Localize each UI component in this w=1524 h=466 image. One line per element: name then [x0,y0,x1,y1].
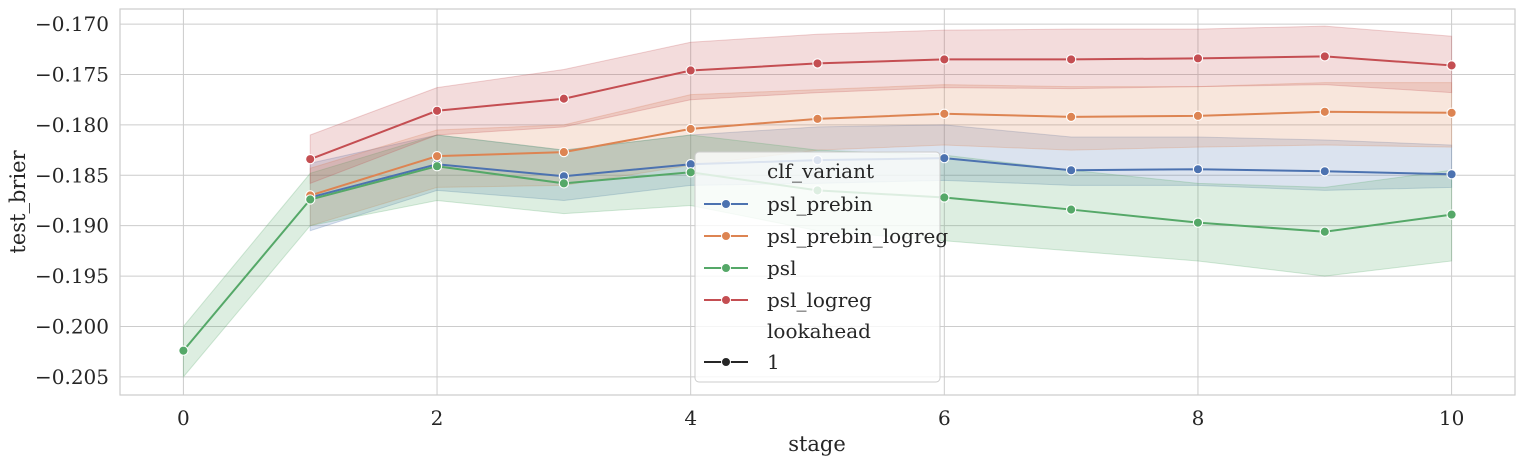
x-tick-label: 0 [177,406,190,430]
legend: clf_variant psl_prebinpsl_prebin_logregp… [694,151,948,383]
point-psl_logreg [558,93,570,104]
point-psl_prebin_logreg [1319,106,1330,117]
point-psl_prebin_logreg [1446,107,1457,118]
legend-marker-psl [721,263,731,273]
point-psl [431,161,443,172]
point-psl [1065,204,1077,215]
legend-title-clf-variant: clf_variant [767,159,874,183]
legend-style-label: 1 [767,350,780,374]
point-psl_logreg [1065,54,1077,65]
point-psl_logreg [305,154,316,165]
line-psl_logreg [309,55,1452,161]
x-tick-label: 4 [684,406,697,430]
y-tick-label: −0.175 [35,63,109,87]
point-psl [558,178,570,189]
y-tick-label: −0.200 [35,314,109,338]
point-psl [1446,209,1457,220]
point-psl_prebin [1319,166,1330,177]
legend-marker-psl_logreg [721,295,731,305]
x-tick-label: 2 [431,406,444,430]
y-tick-label: −0.190 [35,214,109,238]
legend-label-psl: psl [767,256,796,280]
point-psl [939,192,950,203]
y-tick-label: −0.205 [35,365,109,389]
point-psl [685,167,696,178]
y-axis-label: test_brier [6,149,30,253]
x-tick-label: 10 [1439,406,1464,430]
point-psl_logreg [812,58,823,69]
x-axis-label: stage [788,432,846,456]
legend-label-psl_prebin_logreg: psl_prebin_logreg [767,224,948,248]
point-psl_prebin [1065,165,1077,176]
y-tick-label: −0.185 [35,163,109,187]
legend-label-psl_prebin: psl_prebin [767,192,873,216]
point-psl_prebin_logreg [558,146,570,158]
point-psl_prebin [1446,169,1457,180]
band-psl_prebin_logreg [309,82,1453,227]
line-psl_prebin_logreg [309,110,1452,197]
point-psl_prebin [1192,164,1204,175]
point-psl_logreg [685,65,696,76]
point-psl [305,194,316,205]
legend-style-marker [721,357,731,367]
point-psl_prebin_logreg [431,150,443,162]
point-psl_prebin_logreg [1192,110,1204,121]
grid [120,9,1515,395]
point-psl_prebin_logreg [812,113,823,125]
tick-labels: 0 2 4 6 8 10 −0.205 −0.200 −0.195 −0.190 −0.185 −0.… [35,12,1464,430]
point-psl_logreg [1446,60,1457,71]
point-psl_prebin_logreg [685,123,696,135]
legend-marker-psl_prebin [721,199,731,209]
point-psl [1192,217,1204,228]
x-tick-label: 6 [938,406,951,430]
y-tick-label: −0.170 [35,12,109,36]
band-psl [182,134,1453,379]
point-psl_prebin_logreg [1065,111,1077,122]
point-psl_prebin [939,153,950,164]
y-tick-label: −0.180 [35,113,109,137]
point-psl_logreg [431,105,443,116]
legend-marker-psl_prebin_logreg [721,231,731,241]
point-psl_logreg [1192,53,1204,64]
plot-area-frame [119,8,1516,396]
legend-box [694,151,941,383]
point-psl_logreg [1319,51,1330,62]
legend-title-lookahead: lookahead [767,319,871,343]
point-psl [178,345,189,356]
point-psl_logreg [939,54,950,65]
point-psl_prebin_logreg [939,108,950,119]
y-tick-label: −0.195 [35,264,109,288]
x-tick-label: 8 [1192,406,1205,430]
band-psl_logreg [309,25,1453,185]
legend-label-psl_logreg: psl_logreg [767,288,872,312]
point-psl [1319,226,1330,237]
